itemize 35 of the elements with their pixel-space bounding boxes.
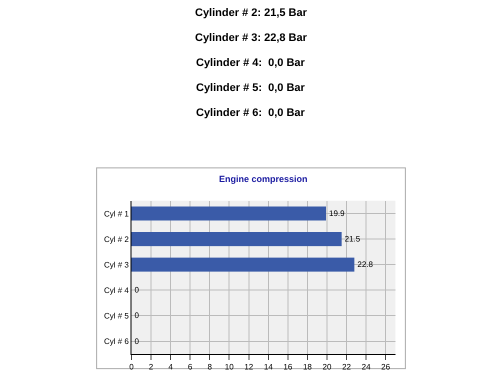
y-tick-label: Cyl # 5	[104, 312, 130, 321]
text: Cylinder # 2: 21,5 Bar	[195, 7, 308, 19]
bar	[131, 232, 342, 246]
x-tick-label: 16	[283, 362, 293, 372]
x-tick-label: 20	[322, 362, 332, 372]
x-tick-label: 14	[264, 362, 274, 372]
y-tick-label: Cyl # 4	[104, 286, 130, 295]
x-tick-label: 2	[148, 362, 154, 372]
data-label: 0	[134, 286, 140, 295]
x-tick-label: 6	[188, 362, 193, 372]
y-tick-label: Cyl # 3	[104, 260, 130, 270]
y-tick-label: Cyl # 2	[104, 234, 130, 244]
bar	[131, 258, 354, 272]
x-tick-label: 8	[207, 362, 212, 372]
data-label: 0	[134, 311, 140, 320]
data-label: 22.8	[357, 260, 374, 270]
text: Cylinder # 4: 0,0 Bar	[196, 57, 306, 69]
x-tick-label: 12	[244, 362, 254, 372]
x-tick-label: 22	[342, 362, 352, 372]
text: Cylinder # 5: 0,0 Bar	[196, 82, 306, 94]
y-tick-label: Cyl # 1	[104, 209, 130, 218]
x-tick-label: 0	[129, 362, 134, 372]
x-tick-label: 24	[362, 362, 372, 372]
data-label: 19.9	[329, 209, 346, 218]
x-tick-label: 18	[302, 362, 312, 372]
y-tick-label: Cyl # 6	[104, 337, 130, 346]
text: Cylinder # 6: 0,0 Bar	[196, 107, 306, 119]
text: Cylinder # 3: 22,8 Bar	[195, 32, 308, 44]
x-tick-label: 4	[168, 362, 174, 372]
x-tick-label: 26	[381, 362, 391, 372]
chart-title: Engine compression	[219, 174, 308, 184]
data-label: 21.5	[344, 234, 361, 244]
data-label: 0	[134, 336, 140, 346]
x-tick-label: 10	[224, 362, 234, 372]
bar	[131, 206, 326, 221]
